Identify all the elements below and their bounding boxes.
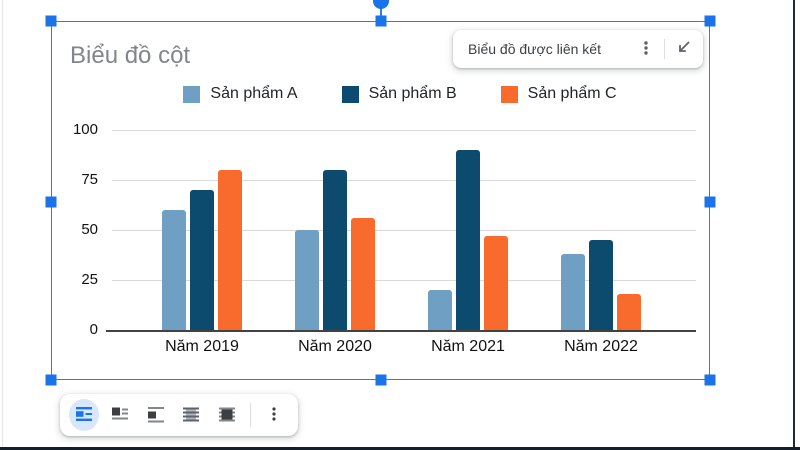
legend-label: Sản phẩm C	[527, 85, 617, 102]
unlink-chart-button[interactable]	[669, 35, 697, 63]
resize-handle-bottom-right[interactable]	[704, 374, 716, 386]
bar	[617, 294, 641, 330]
rotation-handle-stem	[380, 4, 382, 21]
bar	[589, 240, 613, 330]
chart-legend: Sản phẩm A Sản phẩm B Sản phẩm C	[105, 85, 695, 103]
vertical-dots-icon	[637, 39, 655, 60]
page-left-edge	[2, 0, 3, 450]
toolbar-item-in-front-of-text[interactable]	[212, 399, 242, 431]
bar	[323, 170, 347, 330]
toolbar-item-behind-text[interactable]	[177, 399, 207, 431]
legend-item: Sản phẩm A	[183, 85, 298, 103]
x-axis-category-label: Năm 2021	[431, 338, 505, 355]
legend-label: Sản phẩm A	[210, 85, 298, 102]
bar	[428, 290, 452, 330]
rotation-handle[interactable]	[373, 0, 389, 9]
bar	[162, 210, 186, 330]
resize-handle-bottom-left[interactable]	[45, 374, 57, 386]
y-axis-tick-label: 100	[72, 121, 98, 138]
resize-handle-top-right[interactable]	[704, 15, 716, 27]
resize-handle-left-middle[interactable]	[45, 196, 57, 208]
x-axis-category-label: Năm 2020	[298, 338, 372, 355]
legend-swatch	[500, 85, 518, 103]
bar	[218, 170, 242, 330]
legend-swatch	[183, 85, 201, 103]
vertical-dots-icon	[265, 405, 283, 426]
inline-icon	[74, 404, 94, 427]
bar	[456, 150, 480, 330]
bar	[561, 254, 585, 330]
chart-selection-frame[interactable]	[51, 21, 710, 380]
wrap-text-icon	[110, 404, 130, 427]
linked-chart-options-button[interactable]	[632, 35, 660, 63]
gridline	[112, 280, 696, 281]
bar	[351, 218, 375, 330]
chart-title: Biểu đồ cột	[70, 42, 191, 69]
x-axis-line	[106, 330, 696, 332]
resize-handle-top-left[interactable]	[45, 15, 57, 27]
x-axis-category-label: Năm 2019	[165, 338, 239, 355]
page-right-edge	[793, 0, 795, 450]
legend-label: Sản phẩm B	[368, 85, 457, 102]
legend-swatch	[341, 85, 359, 103]
in-front-of-text-icon	[217, 404, 237, 427]
resize-handle-top-middle[interactable]	[375, 15, 387, 27]
bar	[190, 190, 214, 330]
behind-text-icon	[181, 404, 201, 427]
chip-divider	[664, 39, 665, 59]
y-axis-tick-label: 50	[81, 221, 98, 238]
gridline	[112, 230, 696, 231]
page-bottom-edge	[0, 447, 800, 450]
bar	[484, 236, 508, 330]
gridline	[112, 130, 696, 131]
toolbar-divider	[250, 403, 252, 427]
legend-item: Sản phẩm B	[341, 85, 457, 103]
break-text-icon	[146, 404, 166, 427]
legend-item: Sản phẩm C	[500, 85, 617, 103]
collapse-arrow-icon	[673, 38, 693, 61]
bar	[295, 230, 319, 330]
resize-handle-bottom-middle[interactable]	[375, 374, 387, 386]
x-axis-category-label: Năm 2022	[564, 338, 638, 355]
y-axis-tick-label: 0	[89, 321, 98, 338]
toolbar-more-options-button[interactable]	[259, 399, 289, 431]
resize-handle-right-middle[interactable]	[704, 196, 716, 208]
gridline	[112, 180, 696, 181]
y-axis-tick-label: 25	[81, 271, 98, 288]
linked-chart-chip: Biểu đồ được liên kết	[453, 30, 703, 68]
toolbar-item-inline[interactable]	[69, 399, 99, 431]
linked-chart-chip-label: Biểu đồ được liên kết	[468, 41, 601, 57]
image-options-toolbar	[60, 394, 298, 436]
toolbar-item-break-text[interactable]	[141, 399, 171, 431]
toolbar-item-wrap-text[interactable]	[105, 399, 135, 431]
y-axis-tick-label: 75	[81, 171, 98, 188]
